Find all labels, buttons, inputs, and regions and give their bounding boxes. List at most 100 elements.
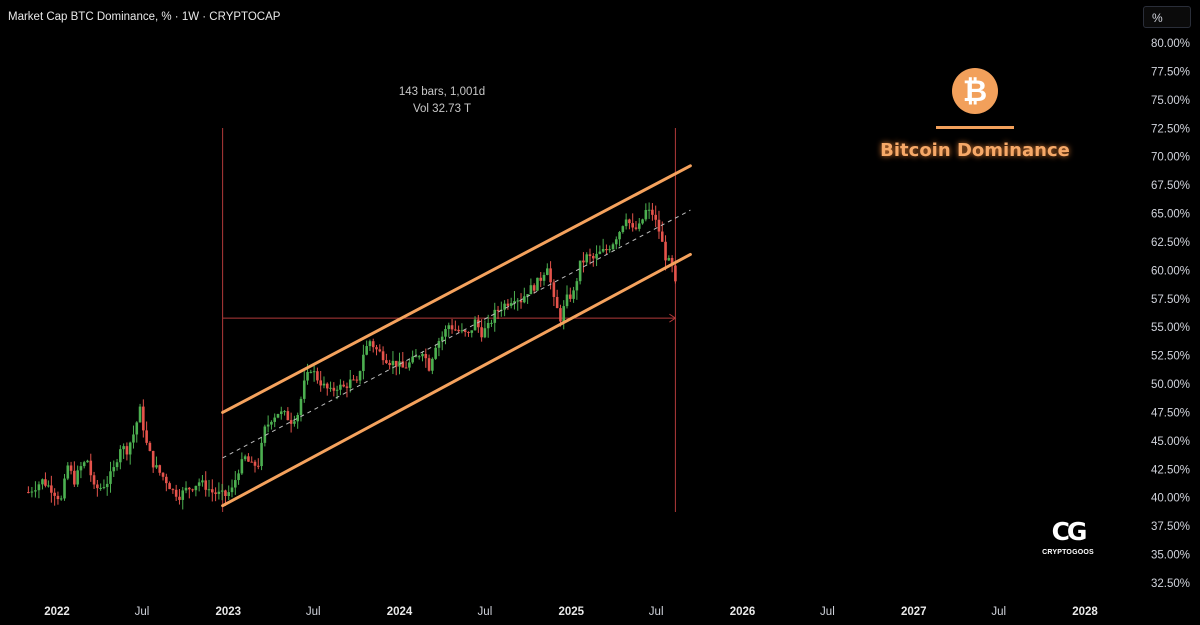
- candle: [634, 221, 638, 231]
- range-arrow-head: [669, 313, 677, 323]
- candle: [496, 305, 500, 320]
- candle: [299, 396, 303, 422]
- channel-upper-line[interactable]: [221, 164, 692, 414]
- candle: [375, 344, 378, 356]
- candle: [444, 325, 447, 345]
- candle: [293, 415, 296, 427]
- candle: [595, 245, 598, 267]
- candle: [348, 370, 352, 393]
- x-tick-label: Jul: [991, 606, 1006, 618]
- candle: [450, 318, 454, 334]
- candle: [273, 413, 277, 428]
- candle: [309, 369, 313, 374]
- candle: [316, 367, 319, 384]
- candle: [319, 370, 322, 392]
- candle: [158, 464, 162, 476]
- candle: [526, 294, 529, 304]
- candle: [605, 244, 608, 255]
- candle: [621, 225, 625, 234]
- candle: [352, 374, 355, 381]
- candle: [142, 399, 145, 438]
- candle: [119, 445, 122, 470]
- y-axis[interactable]: 80.00% 77.50% 75.00% 72.50% 70.00% 67.50% 65.0…: [1151, 38, 1190, 590]
- candle: [30, 487, 34, 498]
- candle: [260, 436, 263, 471]
- candle: [37, 481, 41, 499]
- candle: [378, 344, 382, 353]
- bitcoin-icon: ₿: [952, 68, 998, 114]
- x-tick-label: 2023: [215, 606, 241, 618]
- candle: [582, 252, 585, 273]
- candle: [204, 471, 208, 497]
- candle: [145, 421, 148, 446]
- x-tick-label: 2025: [558, 606, 584, 618]
- candle: [427, 354, 431, 372]
- candle: [654, 205, 657, 228]
- candle: [641, 218, 644, 225]
- candle: [217, 482, 221, 500]
- percent-scale-button[interactable]: %: [1143, 6, 1191, 28]
- bitcoin-dominance-badge: ₿ Bitcoin Dominance: [880, 68, 1070, 161]
- candle: [503, 300, 506, 317]
- candle: [53, 488, 56, 506]
- candle: [181, 486, 185, 510]
- date-range-tool[interactable]: [222, 128, 677, 512]
- candle: [523, 287, 526, 304]
- candle: [385, 353, 388, 365]
- y-tick-label: 62.50%: [1151, 237, 1190, 249]
- candle: [73, 461, 76, 487]
- y-tick-label: 37.50%: [1151, 521, 1190, 533]
- candle: [220, 483, 224, 501]
- y-tick-label: 52.50%: [1151, 351, 1190, 363]
- candle: [500, 301, 503, 317]
- candle: [388, 359, 391, 370]
- candle: [276, 413, 280, 419]
- candle: [568, 287, 572, 302]
- candle: [417, 354, 421, 360]
- candle: [312, 365, 316, 382]
- candle: [44, 472, 47, 488]
- candle: [76, 465, 79, 487]
- candle: [516, 298, 520, 311]
- cryptogoos-logo: CG CRYPTOGOOS: [1036, 518, 1100, 557]
- candle: [664, 235, 667, 271]
- y-tick-label: 57.50%: [1151, 294, 1190, 306]
- candle: [161, 472, 165, 481]
- badge-label: Bitcoin Dominance: [880, 140, 1070, 161]
- candle: [542, 272, 546, 286]
- candle: [614, 236, 618, 250]
- candle: [125, 442, 129, 461]
- candle: [122, 443, 125, 459]
- candle: [194, 485, 198, 497]
- candle: [266, 415, 270, 433]
- candle: [34, 481, 37, 498]
- candle: [532, 283, 536, 294]
- x-axis[interactable]: 2022 Jul 2023 Jul 2024 Jul 2025 Jul 2026 Jul 2027 J…: [44, 606, 1098, 618]
- badge-divider: [936, 126, 1014, 129]
- candle: [214, 487, 217, 502]
- candle: [233, 471, 237, 495]
- candle: [270, 420, 273, 430]
- logo-label: CRYPTOGOOS: [1042, 549, 1094, 556]
- candle: [69, 461, 73, 475]
- channel-lower-line[interactable]: [221, 252, 692, 508]
- parallel-channel[interactable]: [221, 164, 692, 508]
- candle: [243, 454, 247, 462]
- candle: [381, 346, 385, 365]
- candle: [279, 406, 283, 420]
- candle: [89, 453, 93, 482]
- candle: [618, 230, 621, 247]
- candle: [207, 479, 211, 497]
- y-tick-label: 50.00%: [1151, 379, 1190, 391]
- y-tick-label: 55.00%: [1151, 322, 1190, 334]
- candle: [178, 489, 181, 505]
- candle: [365, 340, 368, 356]
- candle: [332, 382, 336, 397]
- candle: [401, 352, 405, 368]
- candle: [263, 424, 267, 447]
- channel-middle-line[interactable]: [222, 209, 691, 459]
- candle: [539, 271, 543, 288]
- y-tick-label: 32.50%: [1151, 578, 1190, 590]
- candle: [289, 412, 293, 433]
